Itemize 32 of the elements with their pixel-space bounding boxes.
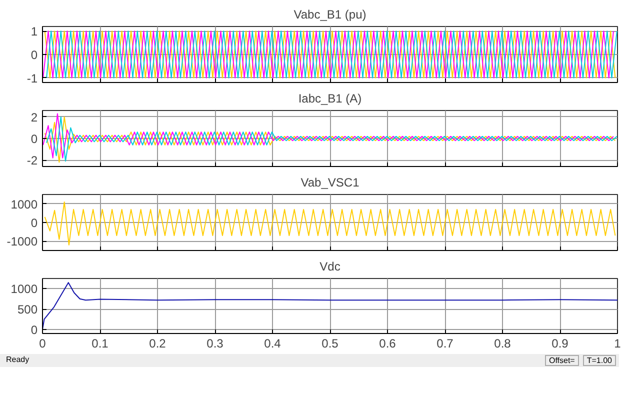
y-tick-label: 0 bbox=[30, 216, 38, 230]
y-tick-label: 1000 bbox=[10, 197, 38, 212]
x-tick-label: 0.5 bbox=[322, 336, 339, 350]
x-tick-label: 0.1 bbox=[92, 336, 109, 350]
text: T=1.00 bbox=[582, 355, 616, 366]
x-tick-label: 0.4 bbox=[264, 336, 282, 350]
y-tick-label: 0 bbox=[30, 48, 38, 62]
x-tick-label: 0.7 bbox=[436, 336, 454, 350]
chart-title: Vab_VSC1 bbox=[300, 176, 360, 190]
chart-title: Vabc_B1 (pu) bbox=[294, 8, 366, 22]
x-tick-label: 0.9 bbox=[552, 336, 569, 350]
line-series bbox=[44, 201, 616, 246]
x-tick-label: 1 bbox=[614, 336, 622, 350]
y-tick-label: 0 bbox=[30, 322, 38, 337]
text: Ready bbox=[5, 355, 30, 366]
x-tick-label: 0.3 bbox=[206, 336, 224, 350]
y-tick-label: 1 bbox=[30, 24, 38, 39]
chart-title: Iabc_B1 (A) bbox=[298, 92, 362, 106]
y-tick-label: -1000 bbox=[6, 234, 38, 249]
x-tick-label: 0 bbox=[39, 336, 46, 350]
x-tick-label: 0.2 bbox=[149, 336, 166, 350]
y-tick-label: 1000 bbox=[10, 282, 38, 296]
y-tick-label: 2 bbox=[30, 110, 38, 124]
chart-title: Vdc bbox=[320, 260, 340, 274]
y-tick-label: 0 bbox=[30, 132, 38, 146]
x-tick-label: 0.6 bbox=[379, 336, 396, 350]
y-tick-label: -2 bbox=[26, 154, 38, 168]
text: Offset= bbox=[544, 355, 579, 366]
y-tick-label: -1 bbox=[26, 71, 38, 86]
y-tick-label: 500 bbox=[17, 302, 38, 317]
x-tick-label: 0.8 bbox=[494, 336, 512, 350]
line-series bbox=[42, 282, 618, 330]
